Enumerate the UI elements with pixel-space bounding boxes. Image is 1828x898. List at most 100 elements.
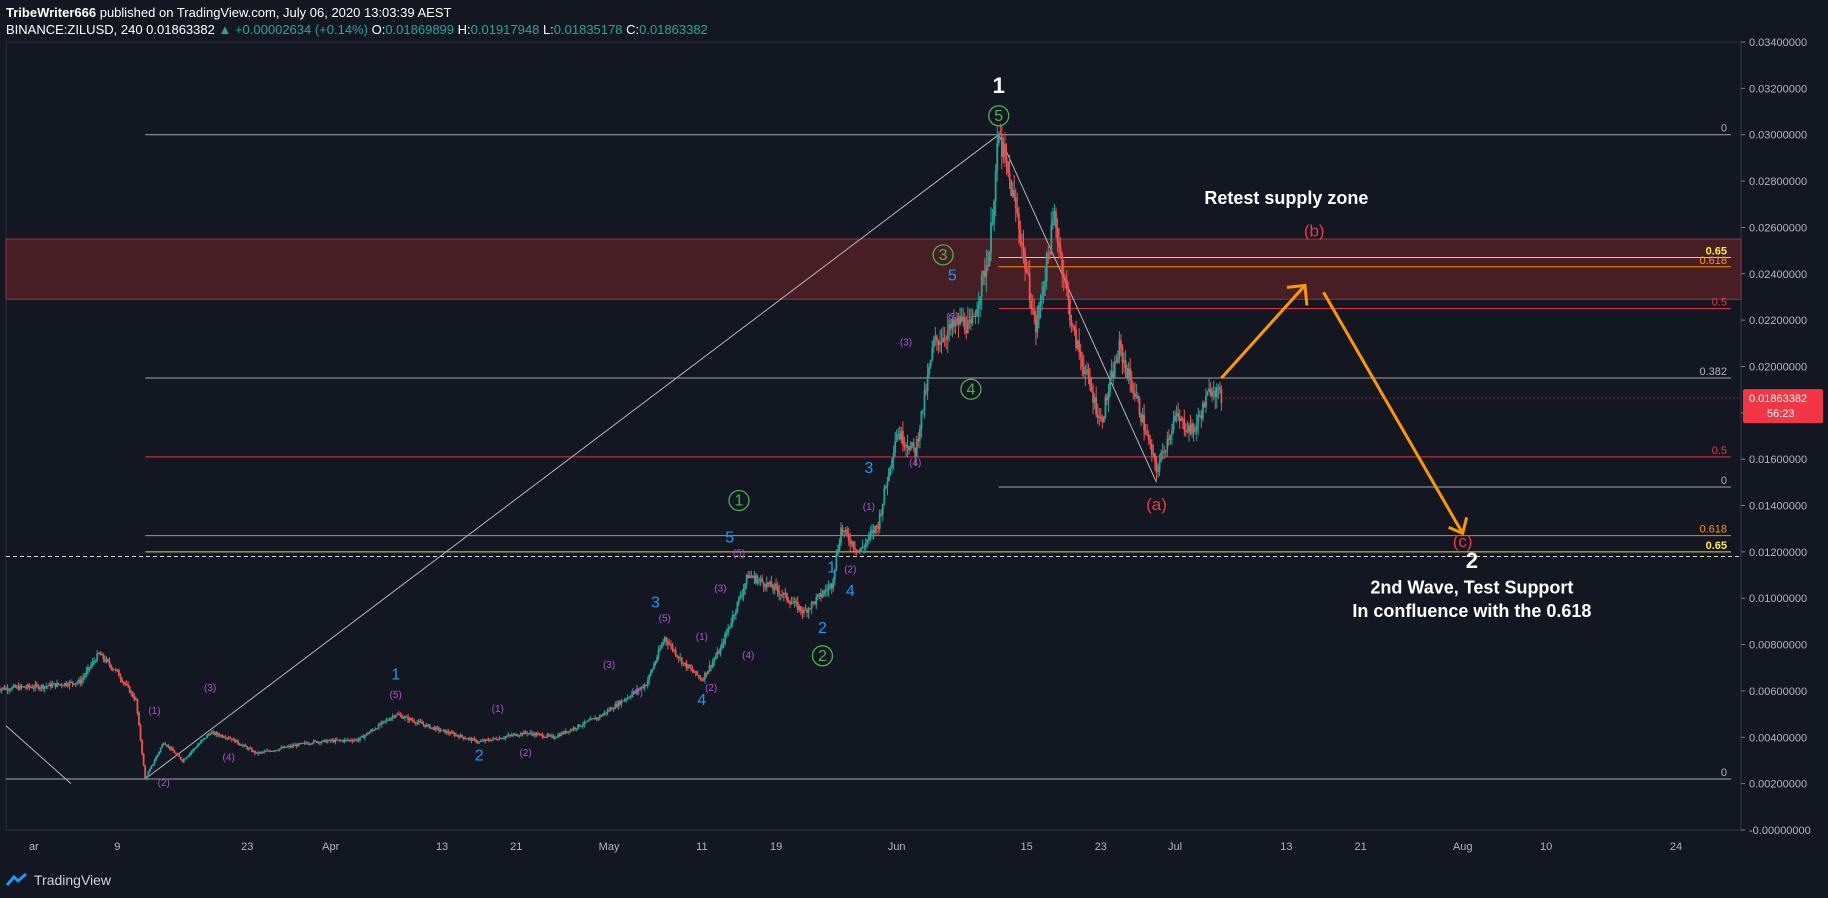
candle-body (776, 585, 779, 591)
candle-body (496, 739, 499, 741)
candle-body (622, 700, 624, 702)
candle-body (1070, 320, 1073, 326)
candle-body (843, 530, 846, 533)
candle-body (1184, 429, 1187, 432)
candle-body (914, 447, 917, 457)
candle-body (714, 656, 717, 660)
candle-body (1121, 347, 1124, 363)
candle-body (660, 644, 663, 649)
candle-body (612, 708, 615, 710)
candle-body (1158, 461, 1161, 471)
candle-body (1181, 418, 1184, 420)
candle-body (66, 685, 69, 687)
candle-body (421, 722, 423, 724)
candle-body (359, 737, 362, 740)
candle-body (493, 738, 496, 740)
candle-body (540, 733, 542, 735)
wave-label: 1 (827, 560, 836, 577)
wave-label: (2) (519, 748, 531, 759)
candle-body (221, 735, 224, 738)
candle-body (816, 594, 819, 598)
candle-body (271, 751, 273, 753)
candle-body (563, 731, 566, 734)
candle-body (787, 599, 790, 602)
candle-body (588, 720, 590, 722)
candle-body (671, 644, 674, 650)
candle-body (45, 686, 48, 688)
candle-body (957, 318, 960, 325)
candle-body (1214, 391, 1217, 397)
candle-body (753, 575, 756, 578)
candle-body (213, 731, 216, 735)
candle-body (320, 741, 323, 744)
candle-body (1019, 228, 1022, 243)
candle-body (110, 665, 113, 669)
wave-label: 5 (994, 108, 1003, 125)
candle-body (801, 610, 804, 614)
candle-body (581, 724, 584, 727)
candle-body (388, 719, 391, 721)
candle-body (827, 586, 830, 591)
candle-body (204, 737, 207, 739)
candle-body (74, 683, 77, 685)
candle-body (857, 550, 859, 552)
candle-body (889, 467, 892, 469)
candle-body (597, 717, 600, 719)
candle-body (1198, 415, 1201, 417)
candle-body (518, 735, 521, 737)
symbol-label[interactable]: BINANCE:ZILUSD, 240 (6, 22, 143, 37)
candle-body (207, 734, 210, 736)
price-chart[interactable]: 0.03400000 0.03200000 0.03000000 0.02800000… (0, 0, 1828, 864)
wave-label: (4) (223, 752, 235, 763)
candle-body (298, 743, 301, 745)
candle-body (506, 736, 508, 738)
candle-body (770, 581, 773, 588)
candle-body (1087, 369, 1090, 377)
wave-label: (5) (390, 690, 402, 701)
candle-body (962, 317, 965, 322)
candle-body (1116, 357, 1119, 363)
candle-body (83, 675, 86, 678)
candle-body (756, 579, 759, 584)
candle-body (626, 697, 629, 700)
candle-body (203, 738, 205, 740)
price-tick-label: 0.01000000 (1749, 593, 1807, 605)
candle-body (685, 662, 688, 669)
time-tick-label: Jun (888, 841, 906, 853)
candle-body (662, 641, 665, 645)
chart-annotation: In confluence with the 0.618 (1352, 601, 1591, 621)
candle-body (482, 740, 485, 742)
tradingview-logo[interactable]: TradingView (6, 872, 111, 888)
candle-body (820, 593, 822, 597)
chart-annotation: 2nd Wave, Test Support (1370, 578, 1573, 598)
candle-body (900, 430, 903, 440)
price-tick-label: 0.02000000 (1749, 361, 1807, 373)
candle-body (322, 740, 324, 742)
candle-body (594, 718, 597, 720)
candle-body (529, 732, 532, 734)
candle-body (303, 742, 306, 744)
ohlc-legend: BINANCE:ZILUSD, 240 0.01863382 ▲ +0.0000… (6, 22, 708, 37)
candle-body (974, 316, 977, 318)
candle-body (425, 724, 428, 727)
candle-body (431, 727, 434, 729)
chart-annotation: Retest supply zone (1204, 188, 1368, 208)
candle-body (142, 753, 145, 766)
candle-body (448, 733, 451, 735)
candle-body (923, 390, 926, 410)
candle-body (0, 688, 3, 691)
candle-body (601, 714, 604, 717)
candle-body (305, 742, 307, 744)
candle-body (94, 661, 97, 663)
candle-body (917, 439, 920, 441)
candle-body (170, 748, 173, 750)
publisher-name[interactable]: TribeWriter666 (6, 5, 97, 20)
candle-body (264, 751, 267, 753)
candle-body (1191, 423, 1193, 434)
candle-body (922, 409, 924, 412)
candle-body (478, 741, 481, 743)
candle-body (1072, 325, 1074, 327)
candle-body (782, 593, 785, 596)
candle-body (1038, 304, 1040, 320)
candle-body (996, 143, 999, 171)
